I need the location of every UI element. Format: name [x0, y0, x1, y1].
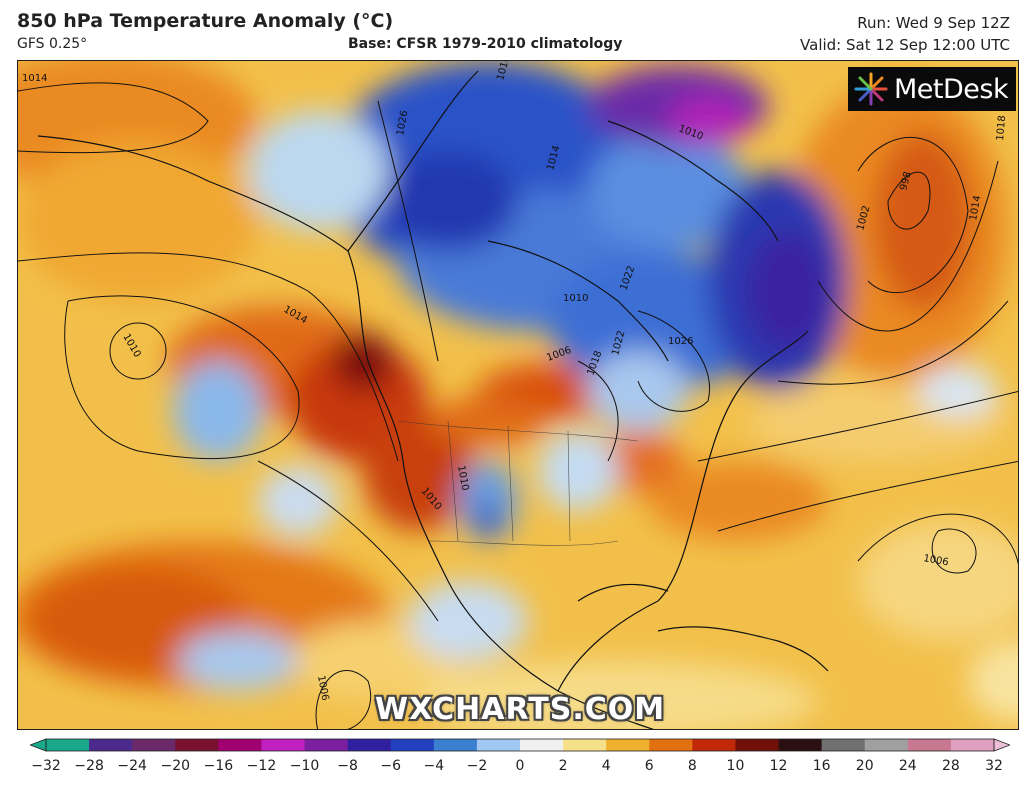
isobar-label: 1006	[315, 675, 330, 702]
starburst-icon	[854, 72, 888, 106]
isobar-label: 1026	[395, 110, 410, 137]
borders	[397, 420, 639, 546]
isobar-label: 1014	[968, 195, 983, 222]
anomaly-map: 1014 1026 1010 1014 1010 1014 1010 1006 …	[17, 60, 1019, 730]
colorbar-tick-label: 24	[898, 758, 917, 774]
colorbar-right-arrow	[993, 738, 1010, 752]
watermark: WXCHARTS.COM	[375, 692, 666, 727]
colorbar-tick-label: −32	[31, 758, 61, 774]
coastlines	[37, 70, 829, 729]
colorbar-segment	[218, 739, 262, 751]
base-climatology-label: Base: CFSR 1979-2010 climatology	[348, 36, 623, 52]
logo-text: MetDesk	[894, 73, 1009, 105]
colorbar-segment	[907, 739, 952, 751]
colorbar-segment	[175, 739, 219, 751]
colorbar-left-arrow	[30, 738, 47, 752]
colorbar-tick-label: 8	[687, 758, 697, 774]
colorbar-tick-label: −2	[466, 758, 488, 774]
colorbar-tick-label: 32	[985, 758, 1003, 774]
model-label: GFS 0.25°	[17, 36, 88, 52]
isobar-label: 1014	[22, 73, 47, 84]
isobar-label: 1010	[563, 293, 588, 304]
colorbar-tick-label: 20	[855, 758, 874, 774]
colorbar-segment	[89, 739, 133, 751]
isobar-label: 1010	[455, 465, 470, 492]
colorbar-tick-label: −20	[160, 758, 191, 774]
colorbar-segment	[476, 739, 521, 751]
colorbar-segment	[864, 739, 909, 751]
colorbar-segment	[46, 739, 90, 751]
colorbar-tick-label: −24	[117, 758, 147, 774]
valid-time-label: Valid: Sat 12 Sep 12:00 UTC	[800, 36, 1010, 54]
colorbar-tick-label: 6	[644, 758, 654, 774]
colorbar-tick-label: 28	[941, 758, 960, 774]
colorbar-tick-label: −8	[337, 758, 358, 774]
colorbar-tick-label: 10	[726, 758, 745, 774]
colorbar-tick-label: 16	[812, 758, 831, 774]
isobar-label: 998	[898, 170, 914, 191]
colorbar-segment	[649, 739, 693, 751]
colorbar-tick-label: −12	[246, 758, 277, 774]
colorbar-segment	[692, 739, 736, 751]
colorbar-tick-label: −28	[74, 758, 104, 774]
colorbar-tick-label: −16	[203, 758, 234, 774]
colorbar-segment	[821, 739, 866, 751]
colorbar-segment	[563, 739, 607, 751]
colorbar	[30, 738, 1010, 752]
anomaly-field	[18, 61, 1018, 729]
colorbar-segment	[606, 739, 650, 751]
colorbar-segment	[390, 739, 435, 751]
isobar-label: 1018	[995, 115, 1008, 141]
colorbar-ticks: −32 −28 −24 −20 −16 −12 −10 −8 −6 −4 −2 0 2 4 6 8 10 12 16…	[0, 758, 1024, 782]
metdesk-logo: MetDesk	[848, 67, 1016, 111]
isobar-label: 1006	[922, 553, 949, 568]
colorbar-tick-label: −4	[423, 758, 445, 774]
colorbar-tick-label: 12	[769, 758, 788, 774]
isobars	[18, 82, 1018, 729]
colorbar-segment	[520, 739, 564, 751]
colorbar-tick-label: −6	[380, 758, 402, 774]
colorbar-tick-label: 4	[601, 758, 611, 774]
colorbar-tick-label: 0	[515, 758, 525, 774]
run-time-label: Run: Wed 9 Sep 12Z	[857, 14, 1010, 32]
colorbar-segment	[778, 739, 823, 751]
colorbar-segment	[433, 739, 478, 751]
colorbar-segment	[735, 739, 780, 751]
chart-title: 850 hPa Temperature Anomaly (°C)	[17, 10, 394, 32]
colorbar-segment	[261, 739, 306, 751]
colorbar-segment	[950, 739, 995, 751]
isobar-label: 1026	[668, 336, 693, 347]
colorbar-segment	[304, 739, 349, 751]
colorbar-segment	[132, 739, 176, 751]
map-canvas: 1014 1026 1010 1014 1010 1014 1010 1006 …	[18, 61, 1018, 729]
colorbar-tick-label: −10	[289, 758, 320, 774]
colorbar-segment	[347, 739, 392, 751]
colorbar-tick-label: 2	[558, 758, 568, 774]
